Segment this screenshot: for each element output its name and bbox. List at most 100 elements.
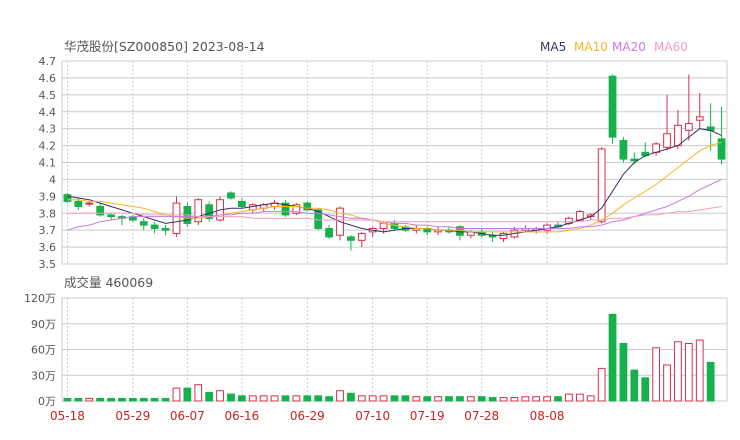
ma-legend: MA5 MA10 MA20 MA60 <box>540 40 688 54</box>
volume-bar <box>684 342 693 402</box>
volume-bar <box>619 342 628 402</box>
price-tick-label: 4 <box>49 173 56 186</box>
volume-bar <box>118 397 126 402</box>
volume-bar <box>216 390 224 402</box>
price-tick-label: 4.5 <box>39 89 57 102</box>
volume-tick-label: 0万 <box>38 395 56 408</box>
ma-line-ma20 <box>67 178 722 231</box>
volume-bar <box>390 395 399 402</box>
volume-bar <box>510 397 519 402</box>
candle-up <box>499 233 508 240</box>
volume-bar <box>259 395 268 402</box>
volume-tick-label: 120万 <box>24 292 56 305</box>
volume-bar <box>630 369 639 402</box>
volume-bar <box>303 395 312 402</box>
volume-bar <box>586 395 595 402</box>
volume-bar <box>456 396 464 402</box>
volume-bar <box>532 396 541 402</box>
volume-bar <box>706 361 715 402</box>
candle-down <box>227 192 235 199</box>
volume-panel: 120万 90万 60万 30万 0万 <box>24 292 728 408</box>
volume-bar <box>172 387 181 402</box>
volume-bar <box>292 395 301 402</box>
legend-ma20: MA20 <box>612 40 646 54</box>
volume-bar <box>281 395 290 402</box>
candle-down <box>205 204 214 219</box>
candle-down <box>281 202 290 216</box>
volume-bar <box>194 384 203 402</box>
volume-bar <box>608 313 617 402</box>
volume-tick-label: 90万 <box>31 318 56 331</box>
date-tick-label: 07-10 <box>355 409 390 423</box>
volume-bar <box>597 367 606 402</box>
volume-bar <box>336 390 344 402</box>
volume-bar <box>161 397 170 402</box>
candle-down <box>717 138 726 160</box>
price-tick-label: 3.6 <box>39 241 57 254</box>
price-tick-label: 4.6 <box>39 72 57 85</box>
volume-bar <box>695 339 704 402</box>
legend-ma10: MA10 <box>574 40 608 54</box>
volume-bar <box>325 396 333 402</box>
candle-down <box>303 202 312 211</box>
date-tick-label: 05-29 <box>115 409 150 423</box>
price-tick-label: 4.4 <box>39 106 57 119</box>
date-tick-label: 07-28 <box>464 409 499 423</box>
volume-bar <box>554 396 562 402</box>
candle-up <box>85 202 94 205</box>
price-tick-label: 4.7 <box>39 55 57 68</box>
volume-bar <box>357 395 366 402</box>
volume-bar <box>183 387 192 402</box>
volume-bar <box>74 397 83 402</box>
ma-line-ma5 <box>67 128 722 236</box>
price-tick-label: 4.3 <box>39 123 57 136</box>
legend-ma60: MA60 <box>654 40 688 54</box>
volume-bar <box>466 396 475 402</box>
volume-bar <box>575 393 584 402</box>
volume-bar <box>107 397 115 402</box>
volume-bar <box>477 396 486 402</box>
volume-bar <box>499 397 508 402</box>
price-tick-label: 3.5 <box>39 258 57 271</box>
volume-bar <box>150 397 159 402</box>
candle-up <box>695 116 704 121</box>
volume-bar <box>663 364 671 402</box>
candle-down <box>63 194 72 202</box>
candle-down <box>161 227 170 231</box>
candle-down <box>74 200 83 207</box>
price-panel: 4.7 4.6 4.5 4.4 4.3 4.2 4.1 4 3.9 3.8 3.7 3.6 3.5 <box>39 55 728 271</box>
volume-bar <box>205 391 214 402</box>
price-tick-label: 3.8 <box>39 207 57 220</box>
volume-bar <box>543 396 552 402</box>
volume-bar <box>314 395 323 402</box>
volume-bar <box>347 392 355 402</box>
date-axis: 05-18 05-29 06-07 06-16 06-29 07-10 07-19 07-28… <box>50 409 565 423</box>
date-tick-label: 07-19 <box>410 409 445 423</box>
volume-bar <box>565 393 573 402</box>
volume-bar <box>521 396 530 402</box>
volume-bar <box>237 395 246 402</box>
volume-bar <box>368 395 377 402</box>
chart-title: 华茂股份[SZ000850] 2023-08-14 <box>64 39 265 54</box>
candle-up <box>172 202 181 235</box>
candle-up <box>292 204 301 214</box>
candle-down <box>96 205 105 216</box>
candle-down <box>237 200 246 207</box>
volume-bar <box>85 397 94 402</box>
candle-down <box>619 140 628 160</box>
candle-down <box>347 236 355 241</box>
volume-bar <box>248 395 257 402</box>
candle-up <box>674 124 682 147</box>
candle-up <box>357 233 366 241</box>
candle-up <box>684 123 693 131</box>
candle-down <box>139 221 148 226</box>
volume-tick-label: 30万 <box>31 369 56 382</box>
legend-ma5: MA5 <box>540 40 566 54</box>
volume-bar <box>379 395 388 402</box>
volume-bar <box>401 395 410 402</box>
volume-title: 成交量 460069 <box>64 275 153 290</box>
volume-bar <box>641 377 650 402</box>
date-tick-label: 08-08 <box>530 409 565 423</box>
candle-down <box>608 75 617 138</box>
price-tick-label: 4.1 <box>39 157 57 170</box>
